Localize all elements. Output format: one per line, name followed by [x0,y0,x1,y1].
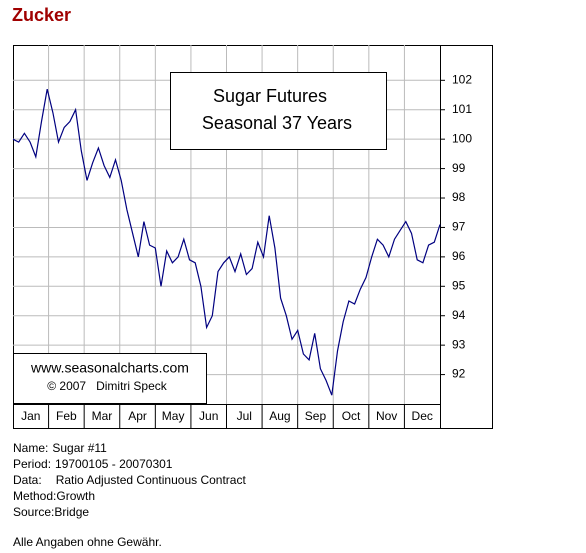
watermark-box [13,353,207,404]
title-box [170,72,387,150]
info-row: Data: Ratio Adjusted Continuous Contract [13,473,246,487]
info-row: Name: Sugar #11 [13,441,107,455]
info-value: Ratio Adjusted Continuous Contract [55,473,246,487]
info-value: Bridge [54,505,90,519]
page-title: Zucker [12,5,72,25]
x-tick-label: Apr [128,409,147,423]
info-value: 19700105 - 20070301 [55,457,173,471]
chart-subtitle: Seasonal 37 Years [202,113,352,133]
y-tick-label: 93 [452,337,466,351]
x-tick-label: Nov [376,409,397,423]
y-tick-label: 96 [452,249,466,263]
info-label: Method: [13,489,57,503]
info-label: Data: [13,473,42,487]
y-tick-label: 97 [452,220,466,234]
info-label: Source: [13,505,55,519]
x-tick-label: Feb [56,409,77,423]
x-tick-label: Sep [305,409,327,423]
x-tick-label: Jun [199,409,218,423]
x-tick-label: Mar [92,409,113,423]
chart: Sugar Futures Seasonal 37 Years www.seas… [12,45,493,429]
x-tick-label: Aug [269,409,290,423]
y-tick-label: 100 [452,131,472,145]
y-tick-label: 98 [452,190,466,204]
info-row: Source:Bridge [13,505,89,519]
info-value: Sugar #11 [52,441,107,455]
price-line [12,88,441,396]
info-row: Period: 19700105 - 20070301 [13,457,172,471]
x-tick-label: Dec [412,409,433,423]
y-tick-label: 94 [452,308,466,322]
footer: Alle Angaben ohne Gewähr. [13,535,162,549]
y-tick-label: 99 [452,161,466,175]
x-tick-label: May [162,409,185,423]
info-label: Period: [13,457,52,471]
x-tick-label: Jul [237,409,252,423]
y-tick-label: 95 [452,278,466,292]
x-tick-label: Jan [21,409,40,423]
copyright: © 2007 Dimitri Speck [47,379,168,393]
y-tick-label: 92 [452,367,466,381]
watermark: www.seasonalcharts.com [30,360,189,376]
y-tick-label: 101 [452,102,472,116]
info-value: Growth [56,489,96,503]
y-tick-label: 102 [452,72,472,86]
x-tick-label: Oct [342,409,361,423]
chart-title: Sugar Futures [213,86,327,106]
info-label: Name: [13,441,49,455]
info-row: Method:Growth [13,489,95,503]
